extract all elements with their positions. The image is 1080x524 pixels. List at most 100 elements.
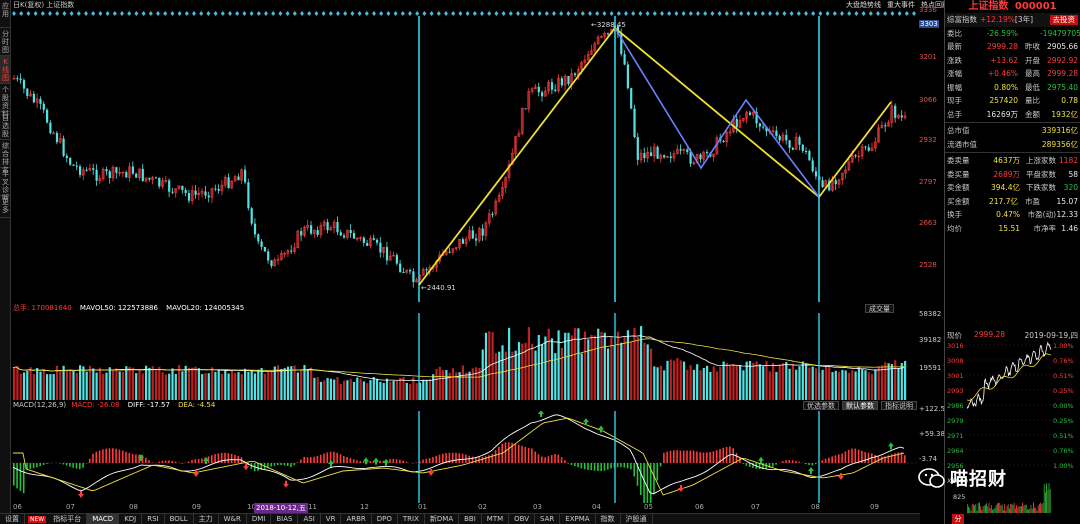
quote-value: 1182 <box>1058 156 1078 165</box>
macd-histogram-bar <box>418 461 421 463</box>
candle-body <box>158 177 161 187</box>
volume-bar <box>75 372 78 400</box>
candle-body <box>646 152 649 159</box>
macd-histogram-bar <box>313 456 315 463</box>
candle-body <box>887 122 890 127</box>
macd-histogram-bar <box>194 459 197 463</box>
quote-value: 15.51 <box>998 223 1020 233</box>
volume-bar <box>376 378 379 400</box>
indicator-tab[interactable]: W&R <box>219 514 247 524</box>
volume-bar <box>775 371 778 400</box>
candle-body <box>877 127 880 143</box>
indicator-tab[interactable]: MTM <box>482 514 510 524</box>
candle-body <box>58 138 62 143</box>
candle-body <box>85 169 88 171</box>
macd-histogram-bar <box>217 453 220 463</box>
candle-body <box>138 168 141 178</box>
volume-bar <box>247 371 250 400</box>
indicator-tab[interactable]: 主力 <box>194 514 219 524</box>
volume-bar <box>722 361 725 400</box>
volume-bar <box>679 360 682 400</box>
indicator-tab[interactable]: DPO <box>372 514 398 524</box>
volume-bar <box>521 343 524 400</box>
volume-bar <box>29 367 32 400</box>
sidebar-tab[interactable]: 分时图 <box>0 30 11 56</box>
sidebar-tab[interactable]: 牛叉诊断 <box>0 170 11 202</box>
macd-param-button[interactable]: 指标说明 <box>881 401 917 410</box>
sidebar-tab[interactable]: 应用 <box>0 0 11 28</box>
volume-bar <box>270 371 273 400</box>
main-y-axis: 3336 3303 3201 3066 2932 2797 2663 2528 <box>918 6 944 302</box>
indicator-tab[interactable]: KDJ <box>119 514 143 524</box>
candle-body <box>300 231 303 236</box>
candlestick-chart[interactable]: ←3288.45 ←2440.91 <box>11 16 918 302</box>
sell-signal-arrow <box>193 470 199 477</box>
volume-bar <box>781 363 785 400</box>
indicator-tab[interactable]: SAR <box>535 514 561 524</box>
sidebar-tab[interactable]: 更多 <box>0 196 11 218</box>
macd-histogram-bar <box>151 462 154 463</box>
event-marker <box>717 11 722 16</box>
quote-row: 涨跌 +13.62 开盘 2992.92 <box>945 54 1080 68</box>
event-marker <box>537 11 542 16</box>
macd-histogram-bar <box>168 460 170 463</box>
x-tick: 07 <box>66 503 75 511</box>
indicator-tab[interactable]: EXPMA <box>560 514 596 524</box>
indicator-tab[interactable]: 指标平台 <box>48 514 88 524</box>
sidebar-tab[interactable]: 综合排名 <box>0 142 11 174</box>
macd-histogram-bar <box>527 447 530 463</box>
candle-body <box>775 130 778 137</box>
volume-chart[interactable] <box>11 313 918 400</box>
indicator-tab[interactable]: 新DMA <box>425 514 460 524</box>
volume-bar <box>451 368 455 400</box>
indicator-tab[interactable]: 指数 <box>596 514 621 524</box>
intraday-chart[interactable]: 3016 3008 3001 2993 2986 2979 2971 2964 2956 1.00… <box>944 341 1080 524</box>
invest-button[interactable]: 去投资 <box>1049 15 1078 25</box>
event-marker <box>105 11 110 16</box>
indicator-tab[interactable]: BIAS <box>271 514 299 524</box>
macd-histogram-bar <box>854 448 857 463</box>
volume-bar <box>768 371 771 400</box>
volume-bar <box>145 365 148 400</box>
quote-value: 15.07 <box>1056 196 1078 206</box>
macd-histogram-bar <box>900 452 903 463</box>
candle-body <box>550 82 554 90</box>
indicator-tab[interactable]: ASI <box>298 514 321 524</box>
candle-body <box>204 191 207 196</box>
indicator-tab[interactable]: 沪股通 <box>621 514 653 524</box>
candle-body <box>135 173 138 178</box>
macd-chart[interactable] <box>11 411 918 503</box>
macd-histogram-bar <box>742 463 744 464</box>
indicator-tab[interactable]: BBI <box>459 514 482 524</box>
toolbar-item[interactable]: 热点回顾 <box>921 1 949 9</box>
indicator-tab[interactable]: ARBR <box>341 514 372 524</box>
volume-bar <box>557 330 560 400</box>
bottom-right-tab[interactable]: 分 <box>952 514 964 524</box>
settings-tab[interactable]: 设置 <box>0 514 25 524</box>
macd-histogram-bar <box>821 460 824 463</box>
indicator-tab[interactable]: TRIX <box>398 514 425 524</box>
event-marker <box>732 11 736 16</box>
intraday-vol-bar <box>987 506 989 513</box>
event-marker <box>796 11 801 16</box>
volume-button[interactable]: 成交量 <box>865 304 894 313</box>
indicator-tab[interactable]: BOLL <box>165 514 194 524</box>
macd-param-button[interactable]: 默认参数 <box>842 401 878 410</box>
sidebar-tab[interactable]: 自选股 <box>0 114 11 140</box>
sidebar-tab[interactable]: 个股资料 <box>0 86 11 118</box>
macd-histogram-bar <box>36 463 38 468</box>
toolbar-item[interactable]: 重大事件 <box>887 1 915 9</box>
sidebar-tab[interactable]: K线图 <box>0 56 11 84</box>
candle-body <box>507 164 511 178</box>
macd-param-button[interactable]: 优选参数 <box>803 401 839 410</box>
indicator-tab[interactable]: MACD <box>87 514 120 524</box>
indicator-tab[interactable]: DMI <box>247 514 272 524</box>
indicator-tab[interactable]: OBV <box>509 514 536 524</box>
indicator-tab[interactable]: VR <box>321 514 342 524</box>
macd-histogram-bar <box>656 463 659 481</box>
intraday-price-tick: 3001 <box>947 372 964 380</box>
volume-bar <box>13 367 16 400</box>
indicator-tab[interactable]: RSI <box>142 514 165 524</box>
toolbar-item[interactable]: 大盘趋势线 <box>846 1 881 9</box>
volume-bar <box>39 371 42 400</box>
